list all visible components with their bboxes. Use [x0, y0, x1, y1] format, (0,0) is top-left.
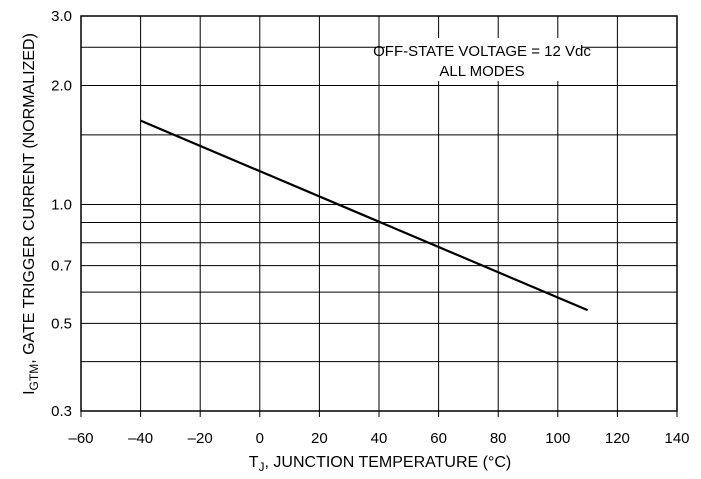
y-axis-title-sub: GTM — [27, 364, 41, 391]
y-tick-label: 1.0 — [51, 196, 72, 213]
annotation-background — [385, 38, 582, 81]
y-tick-label: 2.0 — [51, 78, 72, 95]
y-axis-title-main: I — [21, 390, 38, 394]
x-tick-label: –40 — [128, 430, 153, 447]
x-tick-labels: –60 –40 –20 0 20 40 60 80 100 120 140 — [68, 430, 689, 447]
x-tick-label: 120 — [605, 430, 630, 447]
y-tick-label: 0.5 — [51, 315, 72, 332]
y-tick-label: 0.7 — [51, 258, 72, 275]
x-tick-label: –60 — [68, 430, 93, 447]
y-axis-title-rest: , GATE TRIGGER CURRENT (NORMALIZED) — [21, 33, 38, 364]
x-tick-label: 40 — [371, 430, 388, 447]
annotation-line-2: ALL MODES — [439, 63, 524, 80]
y-tick-label: 0.3 — [51, 403, 72, 420]
x-axis-title-rest: , JUNCTION TEMPERATURE (°C) — [265, 454, 512, 471]
plot-frame — [80, 15, 678, 412]
y-tick-label: 3.0 — [51, 8, 72, 25]
annotation: OFF-STATE VOLTAGE = 12 Vdc ALL MODES — [373, 38, 591, 81]
series — [140, 119, 589, 312]
y-tick-labels: 0.3 0.5 0.7 1.0 2.0 3.0 — [51, 8, 72, 420]
grid — [80, 15, 678, 417]
y-axis-title: IGTM, GATE TRIGGER CURRENT (NORMALIZED) — [21, 33, 41, 395]
x-tick-label: 0 — [256, 430, 264, 447]
series-line — [140, 119, 589, 312]
x-tick-label: –20 — [188, 430, 213, 447]
x-tick-label: 20 — [311, 430, 328, 447]
x-axis-title-sub: J — [259, 460, 265, 474]
annotation-line-1: OFF-STATE VOLTAGE = 12 Vdc — [373, 43, 591, 60]
x-axis-title: TJ, JUNCTION TEMPERATURE (°C) — [249, 454, 511, 474]
x-tick-label: 100 — [545, 430, 570, 447]
x-tick-label: 60 — [430, 430, 447, 447]
x-tick-label: 80 — [490, 430, 507, 447]
x-tick-label: 140 — [664, 430, 689, 447]
x-axis-title-main: T — [249, 454, 259, 471]
